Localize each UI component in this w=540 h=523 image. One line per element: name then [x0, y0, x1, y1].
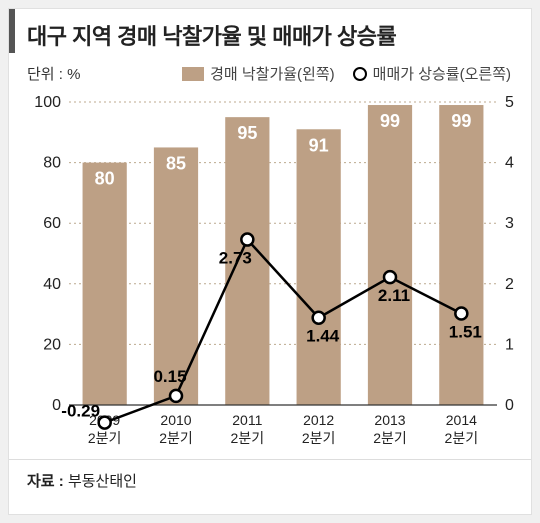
- bar: [83, 163, 127, 405]
- svg-text:5: 5: [505, 94, 514, 111]
- bar-value-label: 85: [166, 153, 186, 173]
- chart-card: 대구 지역 경매 낙찰가율 및 매매가 상승률 단위 : % 경매 낙찰가율(왼…: [8, 8, 532, 515]
- bar-value-label: 99: [380, 111, 400, 131]
- svg-text:20: 20: [43, 336, 61, 353]
- bar: [439, 105, 483, 405]
- x-category-year: 2014: [446, 412, 477, 428]
- bar-value-label: 99: [451, 111, 471, 131]
- svg-text:80: 80: [43, 155, 61, 172]
- chart-title: 대구 지역 경매 낙찰가율 및 매매가 상승률: [9, 9, 531, 61]
- svg-text:0: 0: [505, 397, 514, 414]
- source-row: 자료 : 부동산태인: [9, 459, 531, 491]
- marker-swatch-icon: [353, 67, 367, 81]
- line-value-label: 1.44: [306, 327, 340, 346]
- x-category-sub: 2분기: [445, 430, 479, 446]
- line-value-label: 1.51: [449, 322, 482, 341]
- bar: [368, 105, 412, 405]
- line-value-label: 0.15: [153, 367, 186, 386]
- source-label: 자료 :: [27, 473, 64, 490]
- line-marker: [241, 234, 253, 246]
- x-category-year: 2010: [160, 412, 191, 428]
- legend-line: 매매가 상승률(오른쪽): [353, 63, 511, 84]
- line-value-label: 2.73: [219, 249, 252, 268]
- chart-svg: 02040608010001234580859591999920092분기201…: [27, 90, 531, 455]
- svg-text:2: 2: [505, 276, 514, 293]
- bar-value-label: 91: [309, 135, 329, 155]
- x-category-sub: 2분기: [88, 430, 122, 446]
- svg-text:0: 0: [52, 397, 61, 414]
- chart-area: 02040608010001234580859591999920092분기201…: [9, 90, 531, 455]
- bar-swatch-icon: [182, 67, 204, 81]
- legend: 경매 낙찰가율(왼쪽) 매매가 상승률(오른쪽): [182, 63, 511, 84]
- x-category-sub: 2분기: [373, 430, 407, 446]
- legend-bar-label: 경매 낙찰가율(왼쪽): [210, 63, 335, 84]
- svg-text:60: 60: [43, 215, 61, 232]
- line-marker: [384, 271, 396, 283]
- x-category-sub: 2분기: [159, 430, 193, 446]
- unit-label: 단위 : %: [27, 63, 80, 84]
- line-marker: [455, 307, 467, 319]
- svg-text:40: 40: [43, 276, 61, 293]
- bar: [297, 129, 341, 405]
- legend-bar: 경매 낙찰가율(왼쪽): [182, 63, 335, 84]
- x-category-year: 2011: [232, 412, 262, 428]
- line-value-label: -0.29: [61, 402, 100, 421]
- bar-value-label: 95: [237, 123, 257, 143]
- bar-value-label: 80: [95, 169, 115, 189]
- svg-text:3: 3: [505, 215, 514, 232]
- legend-line-label: 매매가 상승률(오른쪽): [373, 63, 511, 84]
- x-category-sub: 2분기: [302, 430, 336, 446]
- svg-text:100: 100: [34, 94, 61, 111]
- unit-legend-row: 단위 : % 경매 낙찰가율(왼쪽) 매매가 상승률(오른쪽): [9, 61, 531, 90]
- line-value-label: 2.11: [378, 286, 410, 305]
- svg-text:4: 4: [505, 155, 514, 172]
- x-category-year: 2013: [374, 412, 405, 428]
- line-marker: [313, 312, 325, 324]
- x-category-year: 2012: [303, 412, 334, 428]
- svg-text:1: 1: [505, 336, 514, 353]
- x-category-sub: 2분기: [231, 430, 265, 446]
- source-value: 부동산태인: [68, 473, 137, 490]
- accent-bar: [9, 9, 15, 53]
- line-marker: [99, 417, 111, 429]
- line-marker: [170, 390, 182, 402]
